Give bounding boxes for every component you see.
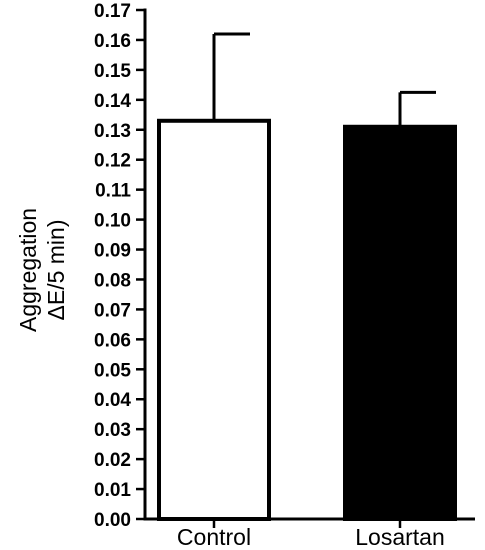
error-bars	[212, 32, 436, 127]
x-tick-marks	[212, 519, 402, 528]
x-category-labels: Control Losartan	[177, 524, 445, 550]
y-tick-label: 0.11	[95, 181, 131, 202]
y-tick-label: 0.17	[94, 1, 131, 22]
y-tick-label: 0.08	[94, 270, 131, 291]
y-tick-label: 0.01	[94, 480, 131, 501]
y-tick-label: 0.10	[94, 211, 131, 232]
y-tick-label: 0.15	[94, 61, 131, 82]
y-tick-label: 0.16	[94, 31, 131, 52]
y-axis-title-line-1: Aggregation	[15, 208, 41, 332]
y-tick-label: 0.02	[94, 450, 131, 471]
y-axis-title: Aggregation ΔE/5 min)	[15, 208, 69, 332]
x-category-label: Control	[177, 524, 251, 550]
y-axis-title-line-2: ΔE/5 min)	[43, 220, 69, 321]
y-tick-label: 0.03	[94, 420, 131, 441]
y-tick-label: 0.06	[94, 330, 131, 351]
y-tick-label: 0.04	[94, 390, 131, 411]
y-tick-label: 0.00	[94, 510, 131, 531]
y-tick-label: 0.12	[94, 151, 131, 172]
y-tick-label: 0.13	[94, 121, 131, 142]
y-tick-label: 0.05	[94, 360, 131, 381]
bars	[157, 118, 457, 522]
bar-losartan	[343, 124, 457, 521]
bar-control	[157, 118, 271, 522]
y-tick-labels: 0.00 0.01 0.02 0.03 0.04 0.05 0.06 0.07 0.08 0.09…	[94, 1, 131, 531]
x-category-label: Losartan	[355, 524, 445, 550]
y-tick-label: 0.14	[94, 91, 131, 112]
y-tick-label: 0.09	[94, 241, 131, 262]
y-tick-label: 0.07	[94, 300, 131, 321]
